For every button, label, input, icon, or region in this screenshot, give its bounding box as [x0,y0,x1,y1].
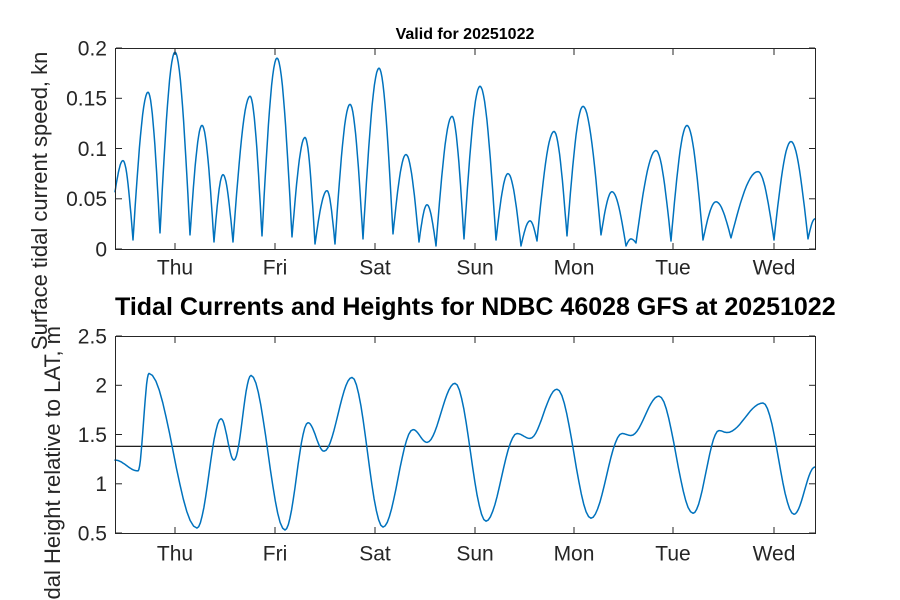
main-chart-title: Tidal Currents and Heights for NDBC 4602… [115,293,836,321]
current-speed-y-tick-label: 0 [95,238,107,261]
tide-height-frame [115,336,816,534]
current-speed-x-tick-label: Tue [655,256,690,279]
tide-height-y-tick-label: 1.5 [78,424,107,447]
tide-height-x-tick-label: Mon [554,542,595,565]
tide-height-curve [114,372,816,531]
current-speed-y-tick-label: 0.1 [78,138,107,161]
top-chart-ylabel: Surface tidal current speed, kn [27,51,52,350]
current-speed-y-tick-label: 0.2 [78,37,107,60]
current-speed-x-tick-label: Fri [263,256,288,279]
tide-height-y-tick-label: 1 [95,473,107,496]
current-speed-x-tick-label: Sun [456,256,493,279]
current-speed-y-tick-label: 0.15 [66,88,107,111]
current-speed-x-tick-label: Sat [359,256,391,279]
tide-height-x-tick-label: Sat [359,542,391,565]
tide-height-x-tick-label: Thu [157,542,193,565]
bottom-chart-ylabel: Tidal Height relative to LAT, m [40,325,65,600]
tide-height-x-tick-label: Tue [655,542,690,565]
tide-height-y-tick-label: 2 [95,375,107,398]
tide-height-x-tick-label: Fri [263,542,288,565]
current-speed-curve [114,51,816,247]
tide-height-y-tick-label: 2.5 [78,325,107,348]
current-speed-x-tick-label: Thu [157,256,193,279]
current-speed-x-tick-label: Wed [753,256,796,279]
current-speed-y-tick-label: 0.05 [66,188,107,211]
current-speed-x-tick-label: Mon [554,256,595,279]
current-speed-frame [115,48,816,250]
top-chart-title: Valid for 20251022 [395,26,535,43]
tide-height-x-tick-label: Wed [753,542,796,565]
tide-height-x-tick-label: Sun [456,542,493,565]
tide-height-y-tick-label: 0.5 [78,522,107,545]
